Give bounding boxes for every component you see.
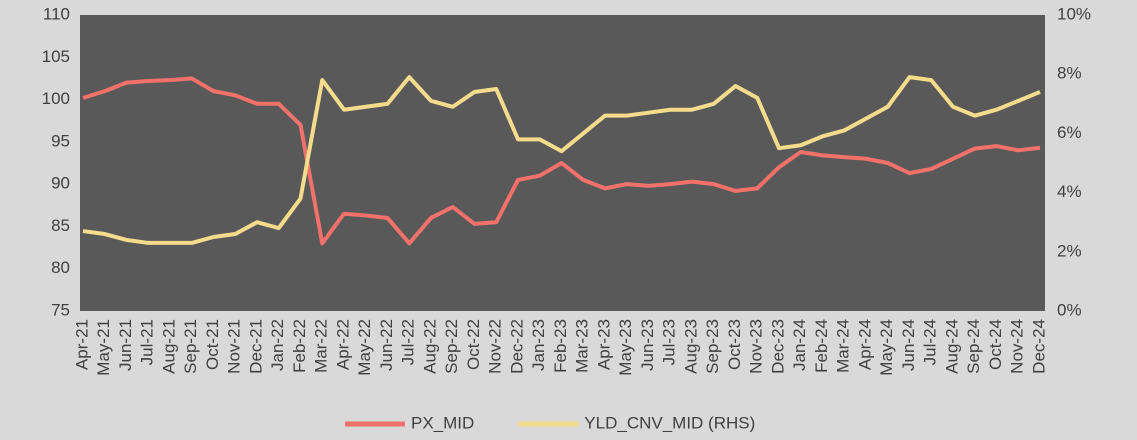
- x-tick-label: Jun-21: [116, 319, 135, 371]
- series-line: [82, 76, 1041, 246]
- x-tick-label: May-21: [94, 319, 113, 376]
- x-tick-label: May-22: [355, 319, 374, 376]
- x-tick-label: Sep-22: [442, 319, 461, 374]
- x-tick-label: Jan-24: [790, 319, 809, 371]
- x-tick-label: May-24: [877, 319, 896, 376]
- y-tick-label: 80: [51, 258, 70, 277]
- x-tick-label: Dec-23: [768, 319, 787, 374]
- x-tick-label: Aug-23: [681, 319, 700, 374]
- x-tick-label: Jul-21: [138, 319, 157, 365]
- x-tick-label: Dec-21: [246, 319, 265, 374]
- x-tick-label: Jan-22: [268, 319, 287, 371]
- x-tick-label: Mar-24: [834, 319, 853, 373]
- x-tick-label: Oct-24: [986, 319, 1005, 370]
- x-tick-label: Feb-23: [551, 319, 570, 373]
- x-tick-label: Aug-22: [420, 319, 439, 374]
- x-tick-label: Oct-22: [464, 319, 483, 370]
- y-tick-label: 100: [42, 89, 70, 108]
- y-tick-label: 90: [51, 174, 70, 193]
- y2-tick-label: 0%: [1057, 300, 1082, 319]
- y-tick-label: 95: [51, 131, 70, 150]
- x-tick-label: Jan-23: [529, 319, 548, 371]
- x-tick-label: Apr-24: [855, 319, 874, 370]
- x-tick-label: Oct-23: [725, 319, 744, 370]
- y2-tick-label: 2%: [1057, 241, 1082, 260]
- x-tick-label: Nov-24: [1008, 319, 1027, 374]
- x-tick-label: Jul-23: [660, 319, 679, 365]
- y-tick-label: 85: [51, 216, 70, 235]
- x-tick-label: Feb-24: [812, 319, 831, 373]
- y-tick-label: 105: [42, 47, 70, 66]
- series-line: [82, 75, 1041, 245]
- x-tick-label: Jul-22: [399, 319, 418, 365]
- y2-tick-label: 6%: [1057, 123, 1082, 142]
- x-tick-label: Jun-24: [899, 319, 918, 371]
- y2-tick-label: 10%: [1057, 4, 1091, 23]
- x-tick-label: Apr-23: [594, 319, 613, 370]
- x-tick-label: May-23: [616, 319, 635, 376]
- y2-tick-label: 4%: [1057, 182, 1082, 201]
- x-tick-label: Sep-23: [703, 319, 722, 374]
- y2-tick-label: 8%: [1057, 64, 1082, 83]
- x-tick-label: Apr-21: [72, 319, 91, 370]
- y-tick-label: 75: [51, 300, 70, 319]
- x-tick-label: Oct-21: [203, 319, 222, 370]
- x-tick-label: Dec-22: [507, 319, 526, 374]
- x-tick-label: Jun-22: [377, 319, 396, 371]
- x-tick-label: Mar-22: [312, 319, 331, 373]
- x-tick-label: Apr-22: [333, 319, 352, 370]
- legend-label: YLD_CNV_MID (RHS): [584, 413, 755, 432]
- legend-label: PX_MID: [411, 413, 474, 432]
- x-tick-label: Sep-24: [964, 319, 983, 374]
- x-tick-label: Jun-23: [638, 319, 657, 371]
- x-tick-label: Jul-24: [921, 319, 940, 365]
- x-tick-label: Nov-21: [225, 319, 244, 374]
- x-tick-label: Feb-22: [290, 319, 309, 373]
- x-tick-label: Nov-22: [486, 319, 505, 374]
- x-tick-label: Aug-21: [159, 319, 178, 374]
- x-tick-label: Aug-24: [942, 319, 961, 374]
- x-tick-label: Nov-23: [747, 319, 766, 374]
- x-tick-label: Dec-24: [1029, 319, 1048, 374]
- x-tick-label: Mar-23: [573, 319, 592, 373]
- x-tick-label: Sep-21: [181, 319, 200, 374]
- y-tick-label: 110: [43, 4, 70, 23]
